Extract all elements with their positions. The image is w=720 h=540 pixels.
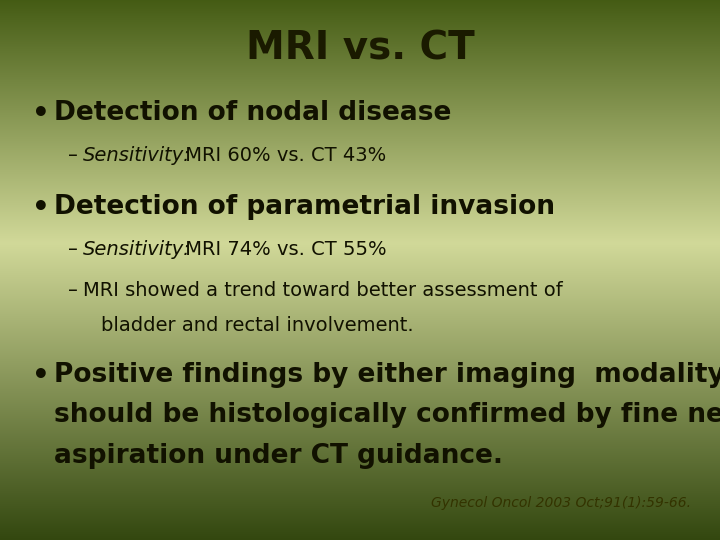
Text: Gynecol Oncol 2003 Oct;91(1):59-66.: Gynecol Oncol 2003 Oct;91(1):59-66. <box>431 496 691 510</box>
Text: MRI 74% vs. CT 55%: MRI 74% vs. CT 55% <box>179 240 386 259</box>
Text: MRI 60% vs. CT 43%: MRI 60% vs. CT 43% <box>179 146 386 165</box>
Text: Detection of parametrial invasion: Detection of parametrial invasion <box>54 194 555 220</box>
Text: •: • <box>32 100 50 128</box>
Text: MRI showed a trend toward better assessment of: MRI showed a trend toward better assessm… <box>83 281 562 300</box>
Text: Sensitivity:: Sensitivity: <box>83 240 191 259</box>
Text: •: • <box>32 194 50 222</box>
Text: bladder and rectal involvement.: bladder and rectal involvement. <box>101 316 413 335</box>
Text: –: – <box>68 146 78 165</box>
Text: aspiration under CT guidance.: aspiration under CT guidance. <box>54 443 503 469</box>
Text: MRI vs. CT: MRI vs. CT <box>246 30 474 68</box>
Text: Positive findings by either imaging  modality: Positive findings by either imaging moda… <box>54 362 720 388</box>
Text: –: – <box>68 281 78 300</box>
Text: Detection of nodal disease: Detection of nodal disease <box>54 100 451 126</box>
Text: •: • <box>32 362 50 390</box>
Text: Sensitivity:: Sensitivity: <box>83 146 191 165</box>
Text: –: – <box>68 240 78 259</box>
Text: should be histologically confirmed by fine needle: should be histologically confirmed by fi… <box>54 402 720 428</box>
